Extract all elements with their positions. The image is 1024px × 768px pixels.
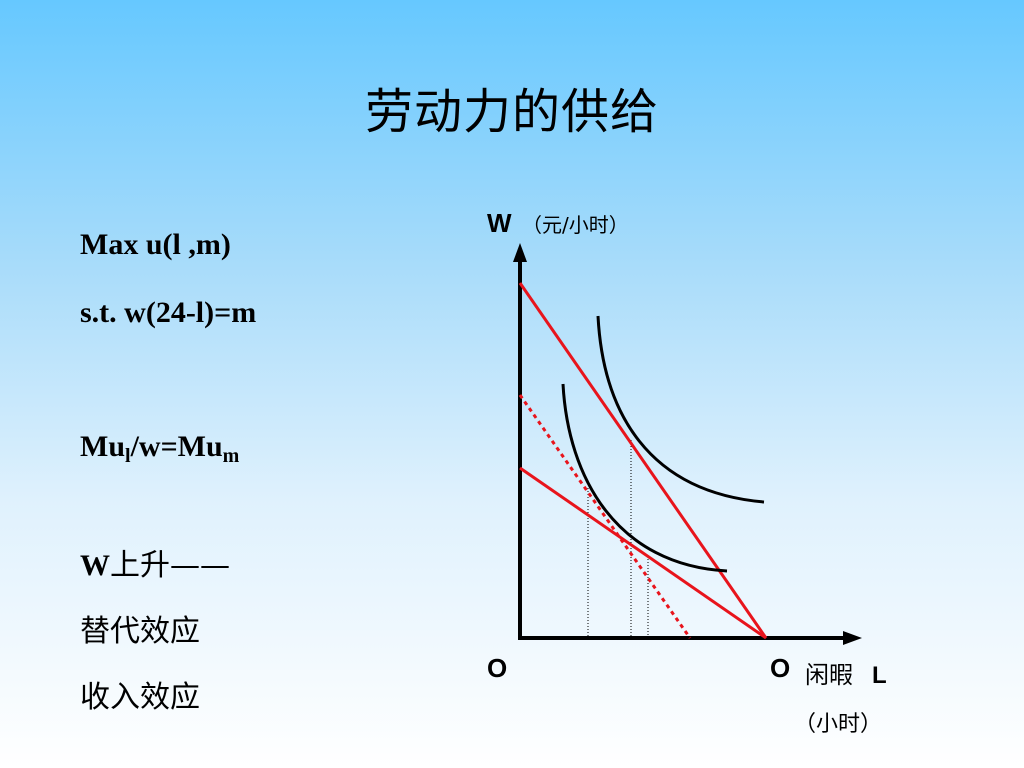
origin-left: O [487,653,507,683]
indifference-curve-high [596,315,765,504]
objective-text: Max u(l ,m) [80,228,231,261]
w-rise-w: W [80,549,110,582]
condition-mu: Mu [80,430,125,463]
condition-sub-m: m [222,445,240,467]
optimality-condition: Mul/w=Mum [80,430,239,468]
income-effect-text: 收入效应 [80,680,200,715]
compensated-budget-line [518,394,692,639]
condition-mid: /w=Mu [130,430,223,463]
w-rise-text: W上升—— [80,540,230,584]
y-axis-arrow-icon [513,243,527,262]
budget-line-low-wage [519,466,767,640]
x-axis-unit: （小时） [794,712,882,737]
x-axis-label-cn: 闲暇 [805,661,853,689]
condition-sub-l: l [125,445,131,467]
y-axis-label-w: W [487,208,512,238]
x-axis-label-l: L [872,662,887,689]
x-axis-arrow-icon [843,631,862,645]
origin-right: O [770,653,790,683]
constraint-text: s.t. w(24-l)=m [80,296,257,329]
indifference-curve-low [561,383,728,573]
y-axis-label-unit: （元/小时） [522,213,629,237]
slide-title: 劳动力的供给 [364,84,659,140]
budget-line-high-wage [518,282,768,639]
w-rise-label: 上升—— [110,548,230,583]
substitution-effect-text: 替代效应 [80,614,200,649]
